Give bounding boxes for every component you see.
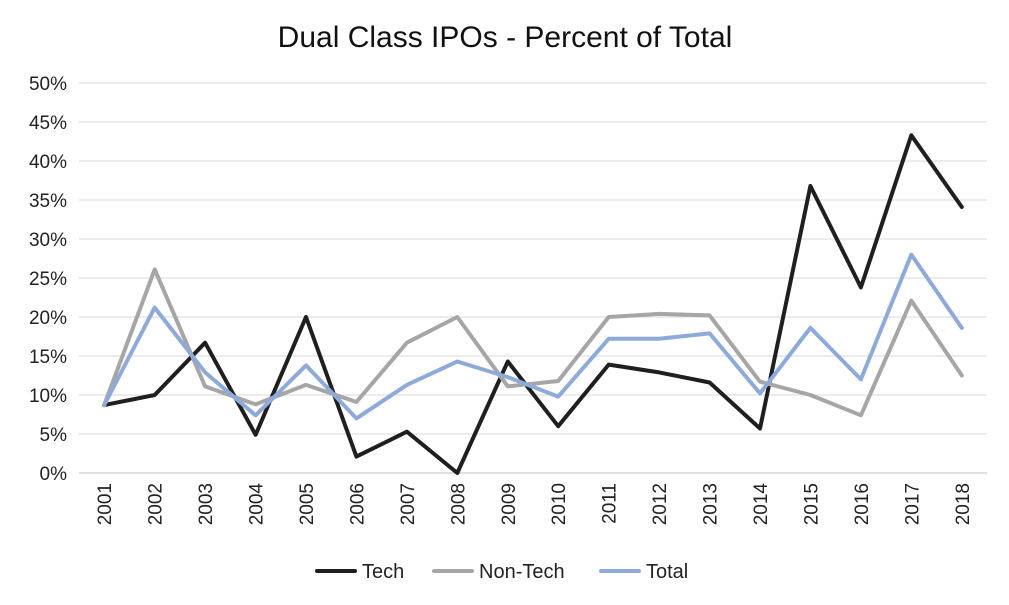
y-tick-label: 40% xyxy=(29,152,67,173)
x-tick-label: 2018 xyxy=(953,483,974,525)
y-tick-label: 10% xyxy=(29,386,67,407)
legend-item: Total xyxy=(599,561,688,583)
x-tick-label: 2011 xyxy=(600,483,621,524)
x-tick-label: 2013 xyxy=(701,483,722,525)
legend-item: Non-Tech xyxy=(432,561,565,583)
y-tick-label: 0% xyxy=(40,464,68,485)
y-tick-label: 35% xyxy=(29,191,67,212)
y-tick-label: 20% xyxy=(29,308,67,329)
x-tick-label: 2005 xyxy=(297,483,318,525)
x-tick-label: 2008 xyxy=(448,483,469,525)
legend-item: Tech xyxy=(315,561,404,583)
x-tick-label: 2017 xyxy=(902,483,923,525)
x-tick-label: 2007 xyxy=(398,483,419,525)
x-tick-label: 2001 xyxy=(95,483,116,525)
series-lines xyxy=(102,133,964,475)
legend-label: Non-Tech xyxy=(479,561,565,583)
series-tech xyxy=(102,133,964,475)
y-tick-label: 30% xyxy=(29,230,67,251)
series-line xyxy=(102,252,964,421)
y-tick-label: 50% xyxy=(29,74,67,95)
x-tick-label: 2004 xyxy=(247,483,268,526)
x-tick-label: 2010 xyxy=(549,483,570,525)
x-tick-label: 2002 xyxy=(146,483,167,525)
y-axis-ticks: 0% 5% 10% 15% 20% 25% 30% 35% 40% 45% 50% xyxy=(29,74,67,485)
x-tick-label: 2014 xyxy=(751,483,772,526)
legend: Tech Non-Tech Total xyxy=(315,561,688,583)
legend-label: Total xyxy=(646,561,688,583)
x-tick-label: 2009 xyxy=(499,483,520,525)
legend-label: Tech xyxy=(362,561,404,583)
series-total xyxy=(102,252,964,421)
y-tick-label: 45% xyxy=(29,113,67,134)
x-tick-label: 2006 xyxy=(347,483,368,525)
x-tick-label: 2015 xyxy=(801,483,822,525)
y-tick-label: 25% xyxy=(29,269,67,290)
x-axis-ticks: 2001 2002 2003 2004 2005 2006 2007 2008 2009 2010… xyxy=(95,483,974,526)
x-tick-label: 2016 xyxy=(852,483,873,525)
x-tick-label: 2012 xyxy=(650,483,671,525)
series-line xyxy=(102,133,964,475)
x-tick-label: 2003 xyxy=(196,483,217,525)
chart-title: Dual Class IPOs - Percent of Total xyxy=(278,21,733,54)
gridlines xyxy=(79,82,987,474)
y-tick-label: 5% xyxy=(40,425,68,446)
y-tick-label: 15% xyxy=(29,347,67,368)
series-line xyxy=(102,267,964,418)
